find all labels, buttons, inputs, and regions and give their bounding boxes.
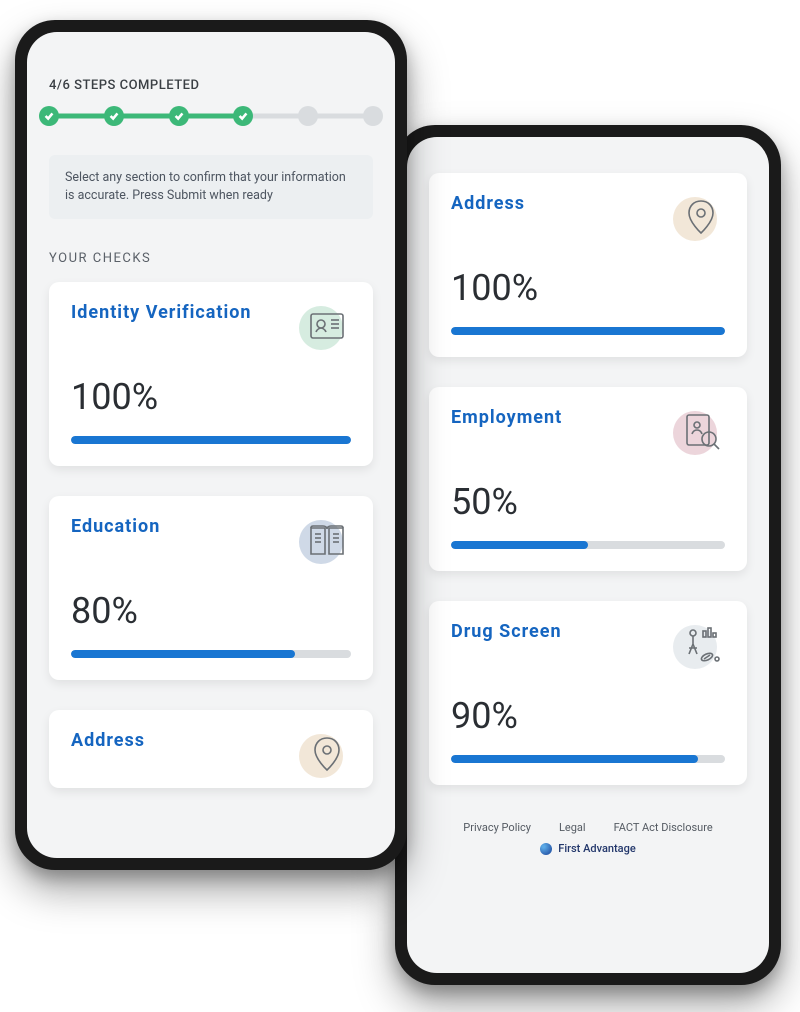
step-todo-icon xyxy=(363,106,383,126)
screen-left: 4/6 STEPS COMPLETED Select any section t… xyxy=(27,32,395,858)
brand-name: First Advantage xyxy=(558,842,635,855)
info-box: Select any section to confirm that your … xyxy=(49,155,373,219)
footer: Privacy Policy Legal FACT Act Disclosure F… xyxy=(429,815,747,870)
check-title: Address xyxy=(451,193,525,214)
check-percent: 90% xyxy=(451,695,725,737)
book-icon xyxy=(299,516,351,568)
check-percent: 50% xyxy=(451,481,725,523)
progress-bar xyxy=(451,755,725,763)
check-title: Drug Screen xyxy=(451,621,562,642)
phone-frame-right: Address 100% Employment 50% Drug Screen … xyxy=(395,125,781,985)
check-title: Address xyxy=(71,730,145,751)
step-todo-icon xyxy=(298,106,318,126)
step-done-icon xyxy=(233,106,253,126)
screen-right: Address 100% Employment 50% Drug Screen … xyxy=(407,137,769,973)
pin-icon xyxy=(299,730,351,782)
step-done-icon xyxy=(104,106,124,126)
check-title: Identity Verification xyxy=(71,302,251,323)
footer-link[interactable]: Privacy Policy xyxy=(463,821,531,834)
check-title: Education xyxy=(71,516,160,537)
brand: First Advantage xyxy=(540,842,635,855)
check-card[interactable]: Identity Verification 100% xyxy=(49,282,373,466)
progress-bar xyxy=(71,436,351,444)
progress-bar xyxy=(71,650,351,658)
check-title: Employment xyxy=(451,407,562,428)
progress-stepper xyxy=(49,105,373,127)
doc-search-icon xyxy=(673,407,725,459)
check-percent: 100% xyxy=(451,267,725,309)
id-card-icon xyxy=(299,302,351,354)
drug-icon xyxy=(673,621,725,673)
section-title: YOUR CHECKS xyxy=(49,251,373,266)
check-card[interactable]: Employment 50% xyxy=(429,387,747,571)
progress-bar xyxy=(451,327,725,335)
footer-link[interactable]: Legal xyxy=(559,821,586,834)
pin-icon xyxy=(673,193,725,245)
check-card[interactable]: Education 80% xyxy=(49,496,373,680)
steps-label: 4/6 STEPS COMPLETED xyxy=(49,78,373,93)
footer-link[interactable]: FACT Act Disclosure xyxy=(614,821,713,834)
check-card[interactable]: Address 100% xyxy=(49,710,373,788)
check-percent: 80% xyxy=(71,590,351,632)
check-percent: 100% xyxy=(71,376,351,418)
check-card[interactable]: Drug Screen 90% xyxy=(429,601,747,785)
phone-frame-left: 4/6 STEPS COMPLETED Select any section t… xyxy=(15,20,407,870)
step-done-icon xyxy=(39,106,59,126)
brand-logo-icon xyxy=(540,843,552,855)
progress-bar xyxy=(451,541,725,549)
step-done-icon xyxy=(169,106,189,126)
check-card[interactable]: Address 100% xyxy=(429,173,747,357)
